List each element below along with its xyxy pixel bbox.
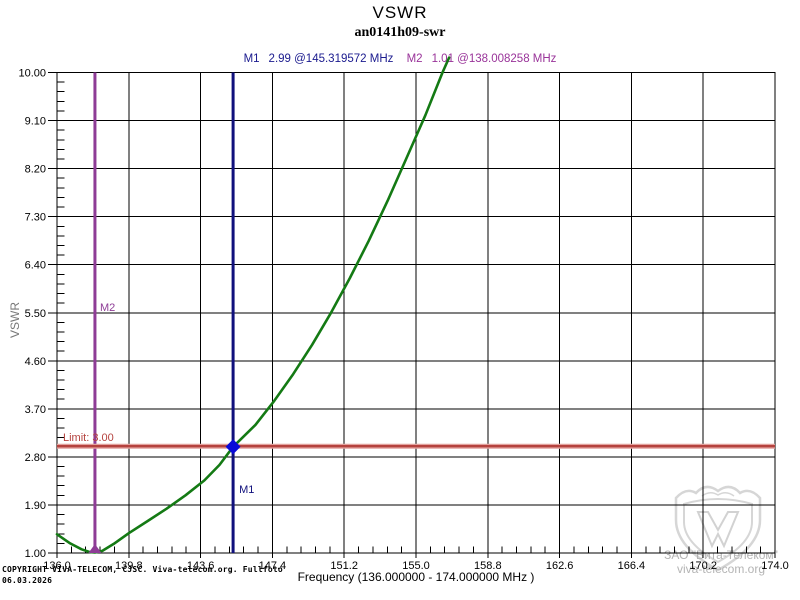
y-tick-label: 6.40 <box>25 260 46 272</box>
x-axis-label: Frequency (136.000000 - 174.000000 MHz ) <box>297 570 535 584</box>
marker-m2-plot-label: M2 <box>100 302 115 314</box>
x-tick-label: 158.8 <box>474 560 502 572</box>
marker-m2-point <box>88 544 102 553</box>
minor-ticks <box>57 81 762 553</box>
watermark-company-text: ЗАО "Вита-Телеком" <box>664 548 778 562</box>
page-title: VSWR <box>372 3 428 22</box>
y-tick-label: 3.70 <box>25 404 46 416</box>
watermark-site-text: viva-telecom.org <box>676 562 766 576</box>
x-tick-label: 147.4 <box>259 560 287 572</box>
marker-m1-value: 2.99 @145.319572 MHz <box>268 53 394 65</box>
x-tick-label: 136.0 <box>43 560 71 572</box>
x-tick-label: 151.2 <box>330 560 358 572</box>
marker-m1-point <box>225 439 241 455</box>
x-tick-label: 174.0 <box>761 560 789 572</box>
marker-m1-label: M1 <box>243 53 260 65</box>
y-tick-label: 4.60 <box>25 356 46 368</box>
watermark-shield-icon <box>674 485 762 572</box>
y-tick-label: 1.00 <box>25 548 46 560</box>
limit-label: Limit: 3.00 <box>63 432 114 444</box>
marker-m2-label: M2 <box>406 53 423 65</box>
x-tick-label: 139.8 <box>115 560 143 572</box>
marker-m2-value: 1.01 @138.008258 MHz <box>431 53 557 65</box>
marker-lines <box>93 72 235 553</box>
axis-ticks-and-labels: 1.00 1.90 2.80 3.70 4.60 5.50 6.40 7.30 8.20 9.10… <box>18 68 788 573</box>
x-tick-label: 170.2 <box>689 560 717 572</box>
chart-subtitle: an0141h09-swr <box>354 25 446 40</box>
copyright-block: COPYRIGHT VIVA-TELECOM, CJSC. Viva-telec… <box>2 564 283 586</box>
major-gridlines <box>56 72 776 554</box>
marker-m1-readout: M1 2.99 @145.319572 MHz <box>244 53 394 65</box>
marker-readout: M1 2.99 @145.319572 MHz M2 1.01 @138.00825… <box>0 53 800 65</box>
copyright-date: 06.03.2026 <box>2 576 53 585</box>
y-tick-label: 10.00 <box>18 68 46 80</box>
marker-m2-readout: M2 1.01 @138.008258 MHz <box>407 53 557 65</box>
x-tick-label: 162.6 <box>546 560 574 572</box>
x-tick-label: 143.6 <box>187 560 215 572</box>
y-tick-label: 9.10 <box>25 116 46 128</box>
vswr-curve <box>55 56 451 554</box>
y-tick-label: 2.80 <box>25 452 46 464</box>
y-tick-label: 8.20 <box>25 164 46 176</box>
y-tick-label: 5.50 <box>25 308 46 320</box>
marker-m1-plot-label: M1 <box>239 484 254 496</box>
plot-border <box>56 72 776 554</box>
x-tick-label: 166.4 <box>618 560 646 572</box>
x-tick-label: 155.0 <box>402 560 430 572</box>
y-tick-label: 7.30 <box>25 212 46 224</box>
copyright-line: COPYRIGHT VIVA-TELECOM, CJSC. Viva-telec… <box>2 565 283 574</box>
y-tick-label: 1.90 <box>25 500 46 512</box>
